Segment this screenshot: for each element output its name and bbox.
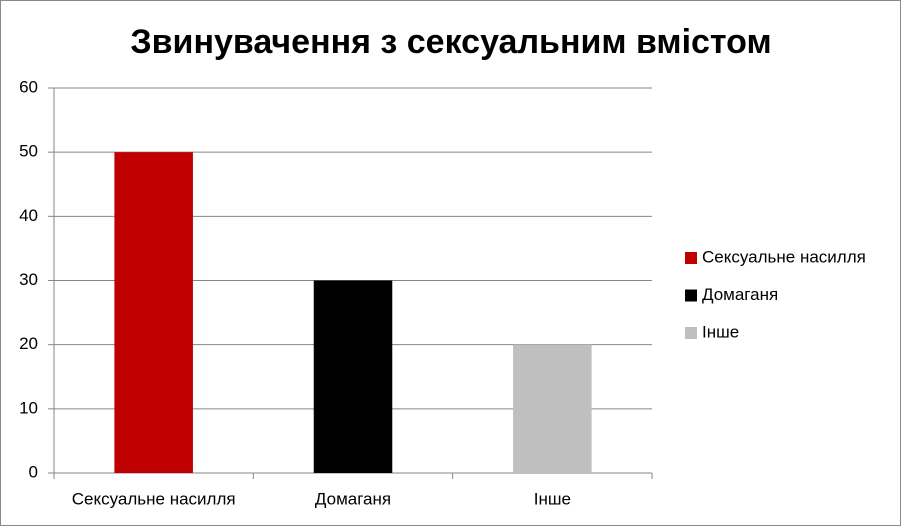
bar xyxy=(513,344,592,473)
chart-title: Звинувачення з сексуальним вмістом xyxy=(130,23,771,61)
y-tick-label: 50 xyxy=(19,142,38,161)
x-tick-label: Інше xyxy=(534,489,571,508)
bar xyxy=(313,280,393,473)
y-tick-label: 0 xyxy=(29,462,38,481)
y-tick-label: 40 xyxy=(19,206,38,225)
y-tick-label: 60 xyxy=(19,77,38,96)
x-tick-label: Сексуальне насилля xyxy=(72,489,236,508)
bar xyxy=(114,152,193,473)
legend-swatch xyxy=(685,327,697,339)
y-tick-label: 20 xyxy=(19,334,38,353)
x-tick-label: Домаганя xyxy=(315,489,391,508)
y-tick-label: 30 xyxy=(19,270,38,289)
legend-swatch xyxy=(685,252,697,264)
legend-label: Домаганя xyxy=(702,285,778,304)
legend-label: Сексуальне насилля xyxy=(702,247,866,266)
y-tick-label: 10 xyxy=(19,398,38,417)
legend-swatch xyxy=(685,289,697,302)
legend-label: Інше xyxy=(702,322,739,341)
